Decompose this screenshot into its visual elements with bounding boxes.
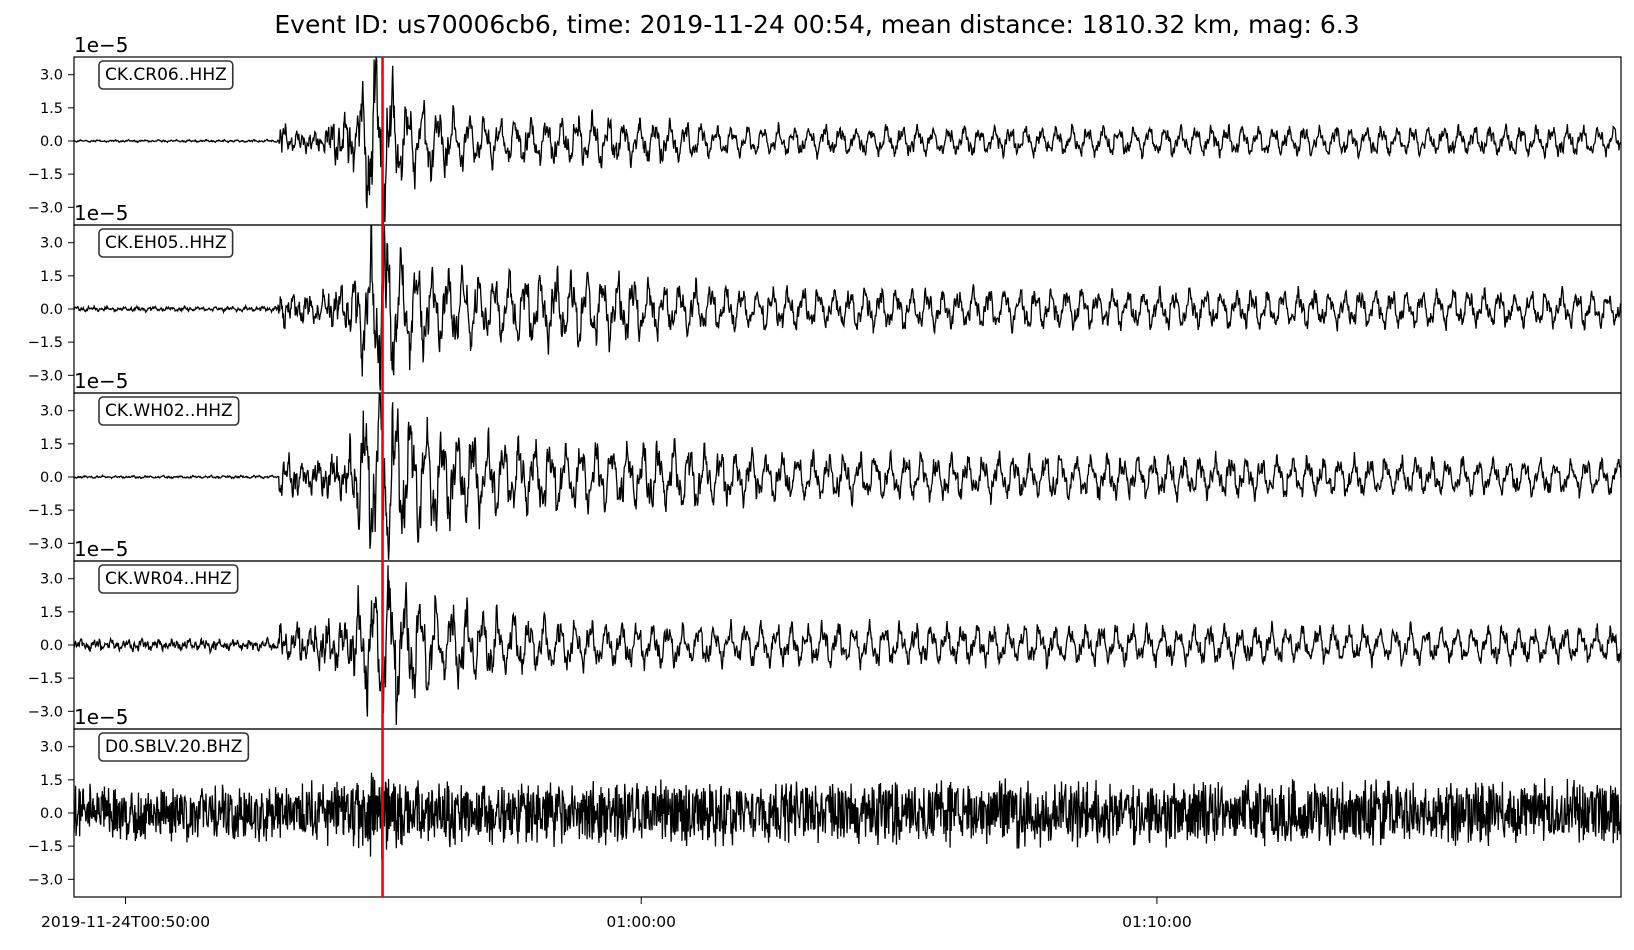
y-scale-label: 1e−5 bbox=[74, 537, 129, 561]
y-tick-label: 3.0 bbox=[40, 236, 63, 252]
station-label: CK.CR06..HHZ bbox=[105, 65, 227, 85]
station-label: CK.WH02..HHZ bbox=[105, 401, 233, 421]
panel-frame-4 bbox=[73, 560, 1622, 730]
y-scale-label: 1e−5 bbox=[74, 201, 129, 225]
y-tick-label: −1.5 bbox=[28, 335, 63, 351]
y-tick-label: −3.0 bbox=[28, 368, 63, 384]
y-tick-label: −1.5 bbox=[28, 671, 63, 687]
y-tick-label: 1.5 bbox=[40, 269, 63, 285]
y-tick-label: −1.5 bbox=[28, 839, 63, 855]
station-label-box bbox=[98, 564, 239, 594]
y-tick-label: −1.5 bbox=[28, 167, 63, 183]
station-label-box bbox=[98, 396, 240, 426]
y-tick-label: 3.0 bbox=[40, 740, 63, 756]
station-label-box bbox=[98, 228, 234, 258]
waveform-trace-1 bbox=[73, 55, 1622, 225]
station-label: CK.EH05..HHZ bbox=[105, 233, 227, 253]
y-scale-label: 1e−5 bbox=[74, 705, 129, 729]
y-tick-label: 0.0 bbox=[40, 806, 63, 822]
y-tick-label: 1.5 bbox=[40, 437, 63, 453]
y-tick-label: −3.0 bbox=[28, 536, 63, 552]
y-tick-label: −3.0 bbox=[28, 200, 63, 216]
y-tick-label: 3.0 bbox=[40, 572, 63, 588]
y-tick-label: 0.0 bbox=[40, 134, 63, 150]
chart-title: Event ID: us70006cb6, time: 2019-11-24 0… bbox=[274, 10, 1360, 39]
waveform-trace-3 bbox=[73, 393, 1622, 560]
y-scale-label: 1e−5 bbox=[74, 369, 129, 393]
x-tick-label: 01:00:00 bbox=[606, 913, 676, 931]
waveform-trace-2 bbox=[73, 225, 1622, 391]
y-tick-label: 3.0 bbox=[40, 404, 63, 420]
station-label: CK.WR04..HHZ bbox=[105, 569, 232, 589]
waveform-trace-4 bbox=[73, 565, 1622, 725]
y-tick-label: 0.0 bbox=[40, 302, 63, 318]
station-label-box bbox=[98, 732, 250, 762]
station-label-box bbox=[98, 60, 234, 90]
y-tick-label: 1.5 bbox=[40, 101, 63, 117]
y-tick-label: −1.5 bbox=[28, 503, 63, 519]
y-tick-label: 0.0 bbox=[40, 638, 63, 654]
y-tick-label: 1.5 bbox=[40, 605, 63, 621]
station-label: D0.SBLV.20.BHZ bbox=[105, 737, 242, 757]
y-tick-label: 3.0 bbox=[40, 68, 63, 84]
y-tick-label: 1.5 bbox=[40, 773, 63, 789]
y-tick-label: −3.0 bbox=[28, 872, 63, 888]
y-scale-label: 1e−5 bbox=[74, 33, 129, 57]
y-tick-label: −3.0 bbox=[28, 704, 63, 720]
panel-frame-2 bbox=[73, 224, 1622, 394]
y-tick-label: 0.0 bbox=[40, 470, 63, 486]
panel-frame-1 bbox=[73, 56, 1622, 226]
x-tick-label: 01:10:00 bbox=[1122, 913, 1192, 931]
waveform-trace-5 bbox=[73, 772, 1622, 860]
x-tick-label: 2019-11-24T00:50:00 bbox=[41, 913, 210, 931]
